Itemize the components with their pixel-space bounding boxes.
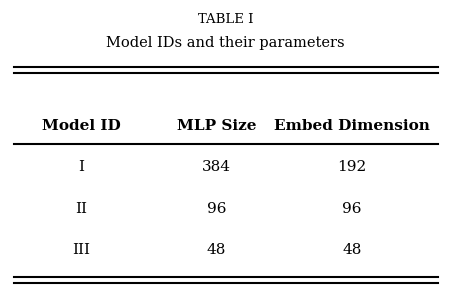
Text: 96: 96 — [341, 202, 361, 216]
Text: MLP Size: MLP Size — [176, 119, 256, 133]
Text: TABLE I: TABLE I — [198, 13, 253, 26]
Text: Model ID: Model ID — [42, 119, 120, 133]
Text: 384: 384 — [202, 160, 230, 174]
Text: I: I — [78, 160, 84, 174]
Text: 48: 48 — [207, 243, 226, 257]
Text: 192: 192 — [336, 160, 366, 174]
Text: III: III — [72, 243, 90, 257]
Text: 96: 96 — [207, 202, 226, 216]
Text: Model IDs and their parameters: Model IDs and their parameters — [106, 36, 344, 50]
Text: 48: 48 — [341, 243, 361, 257]
Text: II: II — [75, 202, 87, 216]
Text: Embed Dimension: Embed Dimension — [273, 119, 429, 133]
